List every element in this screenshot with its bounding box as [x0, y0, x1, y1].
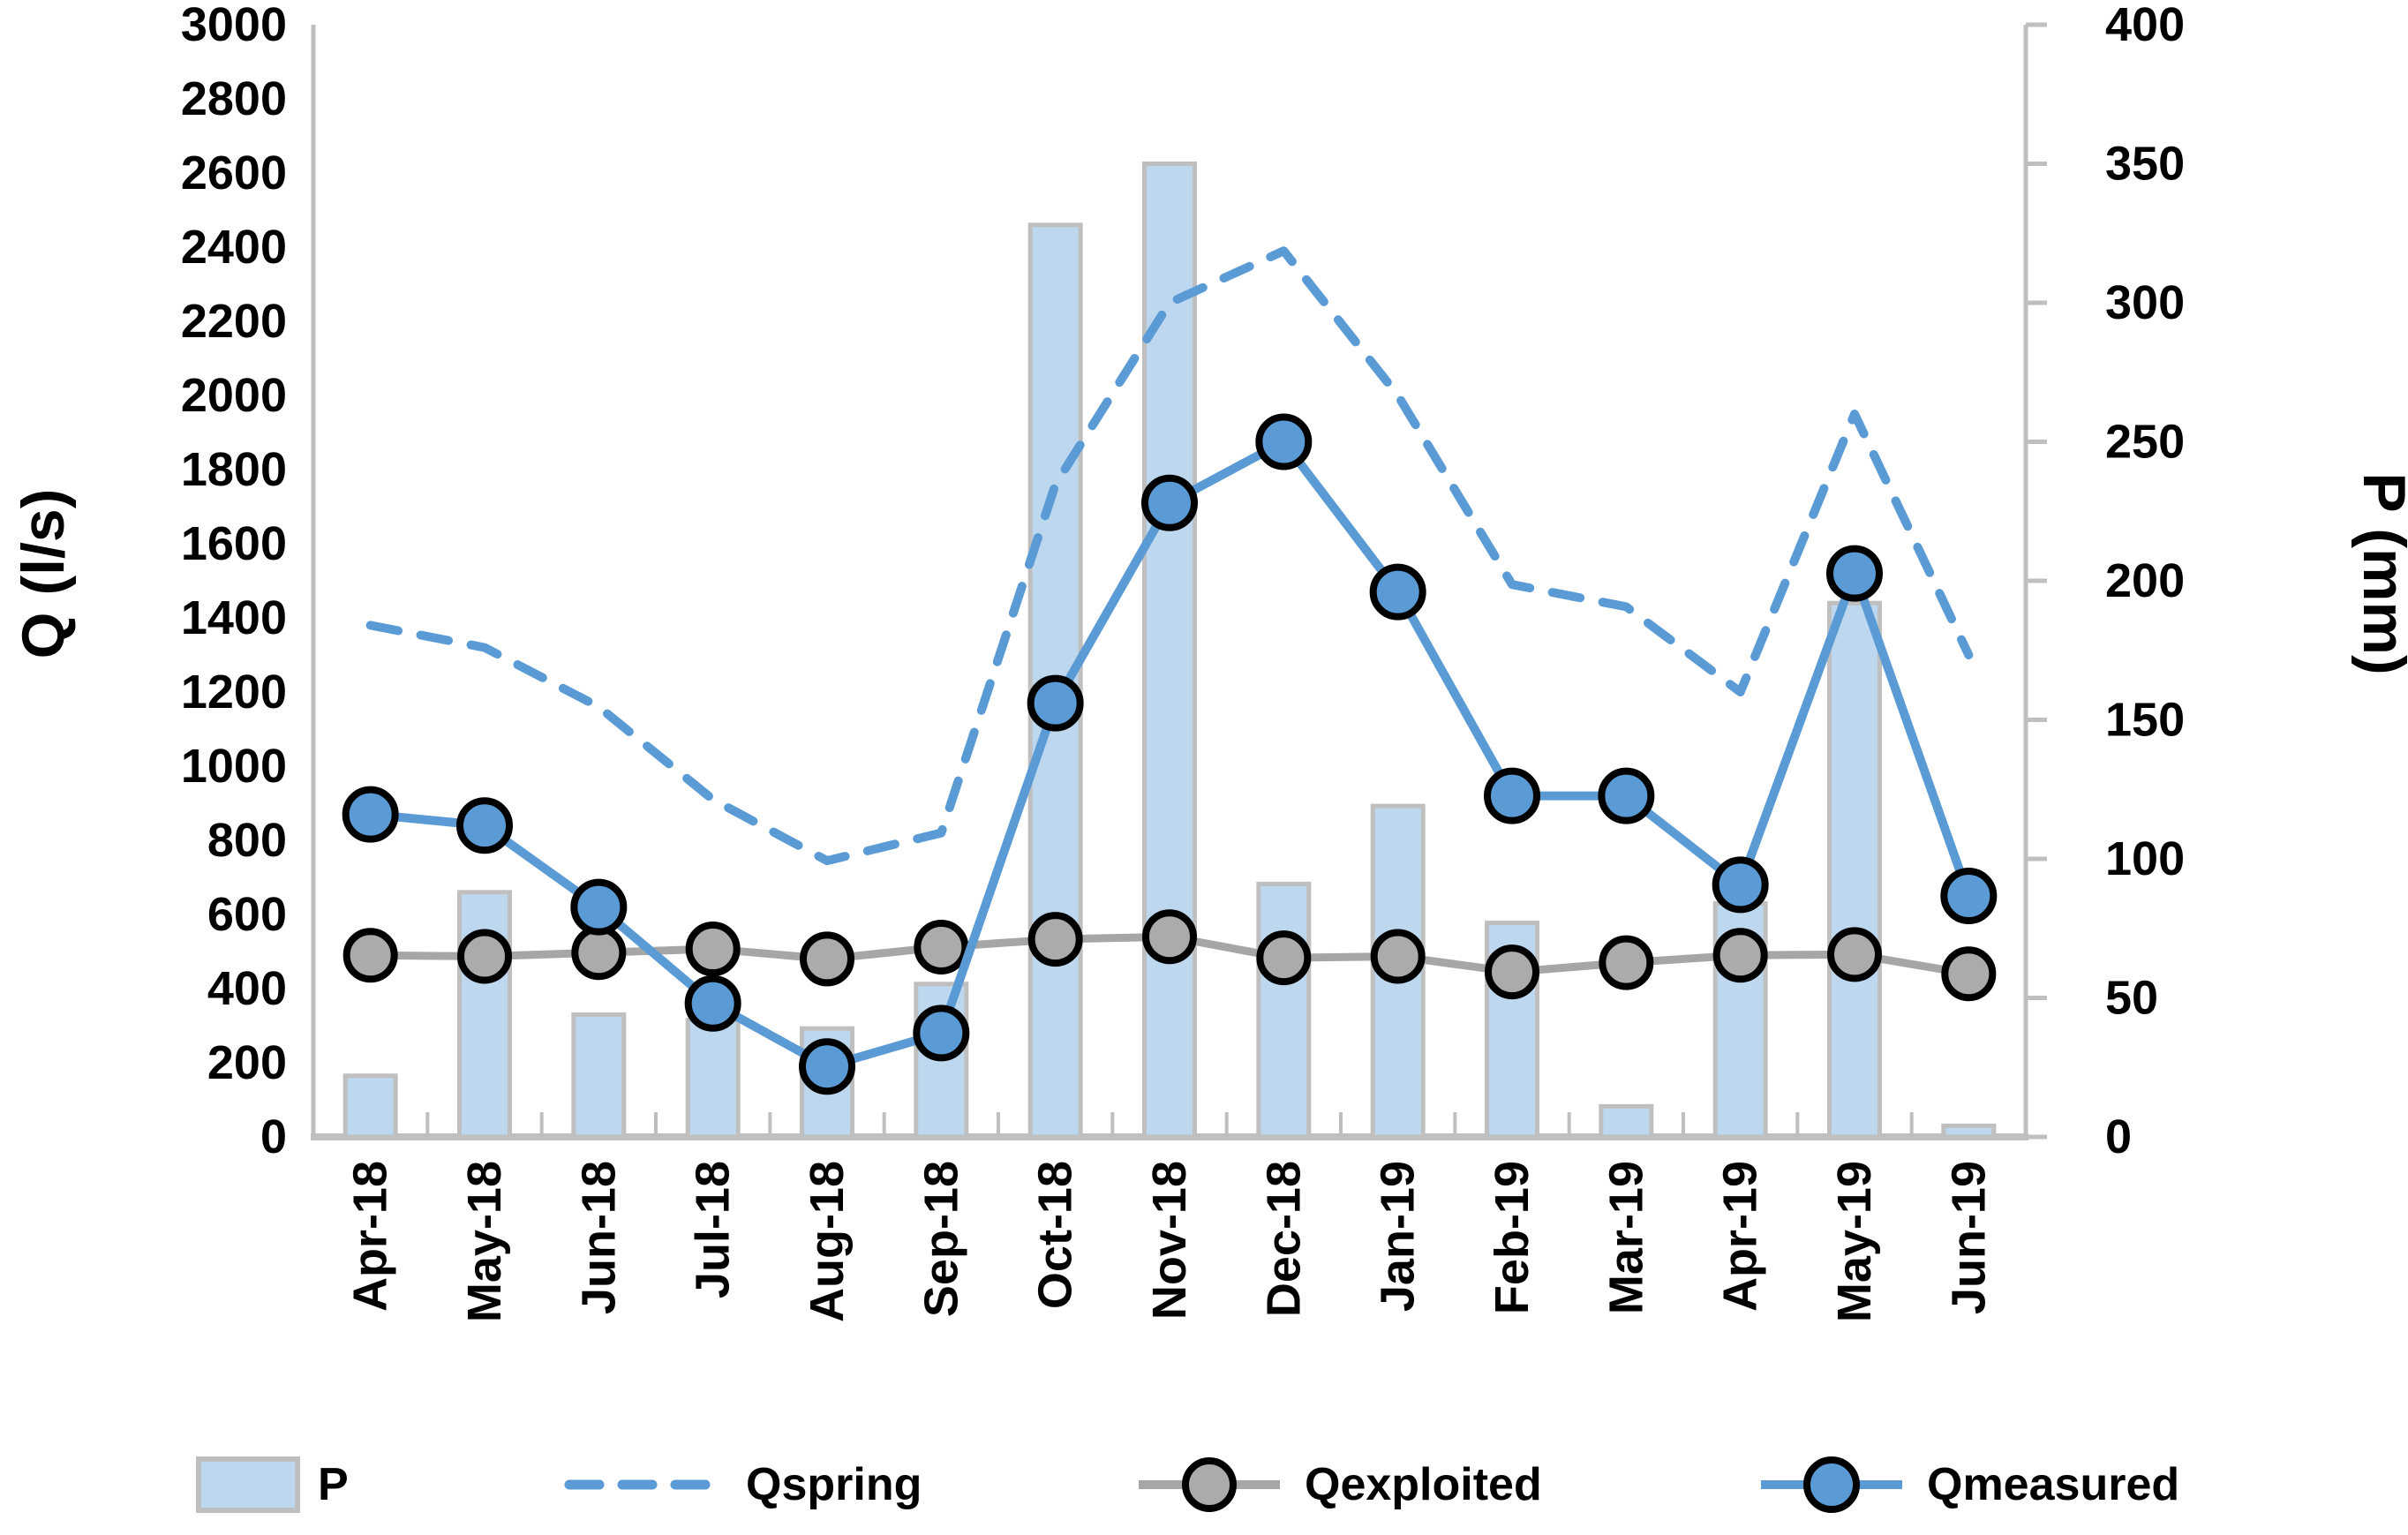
qmeasured-marker-Jun-19 [1940, 868, 1998, 924]
x-axis-category-label: Jul-18 [687, 1161, 740, 1298]
x-axis-category-label: May-18 [458, 1161, 511, 1322]
left-axis-tick-label: 1200 [181, 666, 287, 719]
plot-area: 0200400600800100012001400160018002000220… [181, 0, 2185, 1513]
bar-Dec-18 [1256, 881, 1312, 1140]
qmeasured-marker-May-18 [456, 797, 513, 854]
left-axis-tick-label: 2400 [181, 221, 287, 274]
qmeasured-marker-Mar-19 [1598, 767, 1655, 824]
x-axis-category-label: Sep-18 [914, 1161, 967, 1317]
left-axis-tick-label: 2600 [181, 147, 287, 199]
qmeasured-marker-Jun-18 [570, 878, 628, 936]
legend-label-P: P [318, 1459, 349, 1510]
bar-Nov-18 [1142, 162, 1197, 1140]
bar-Jun-18 [571, 1012, 627, 1140]
qmeasured-marker-Sep-18 [913, 1005, 970, 1062]
right-axis-tick-label: 50 [2105, 972, 2158, 1025]
legend-swatch-P [196, 1456, 300, 1513]
qexploited-marker-Aug-18 [800, 931, 854, 987]
x-axis-category-label: Jun-18 [572, 1161, 625, 1314]
bar-Mar-19 [1599, 1103, 1654, 1140]
qexploited-marker-May-19 [1827, 927, 1882, 982]
qexploited-marker-Dec-18 [1256, 930, 1312, 986]
left-axis-tick-label: 400 [207, 962, 287, 1015]
bar-Jun-19 [1941, 1123, 1997, 1140]
qmeasured-marker-Apr-19 [1712, 856, 1769, 914]
left-axis-tick-label: 3000 [181, 0, 287, 51]
qmeasured-marker-Jan-19 [1369, 563, 1426, 621]
right-axis-tick-label: 150 [2105, 694, 2185, 747]
left-axis-tick-label: 200 [207, 1036, 287, 1089]
right-axis-tick-label: 0 [2105, 1110, 2132, 1163]
right-axis-tick-label: 250 [2105, 416, 2185, 469]
legend-label-qmeasured: Qmeasured [1927, 1459, 2179, 1510]
x-axis-category-label: Nov-18 [1143, 1161, 1196, 1320]
x-axis-category-label: Aug-18 [801, 1161, 854, 1322]
x-axis-category-label: Jan-19 [1372, 1161, 1425, 1312]
qexploited-marker-Apr-18 [342, 928, 398, 983]
qexploited-marker-Jun-18 [571, 925, 627, 981]
qexploited-marker-Sep-18 [914, 919, 969, 974]
qexploited-marker-May-18 [457, 929, 512, 984]
legend: P Qspring Qexploited Qmeasured [196, 1456, 2179, 1513]
left-axis-tick-label: 600 [207, 888, 287, 941]
x-axis-category-label: Oct-18 [1029, 1161, 1082, 1309]
legend-label-qspring: Qspring [746, 1459, 922, 1510]
left-axis-tick-label: 2200 [181, 295, 287, 348]
bar-Apr-18 [342, 1073, 398, 1140]
qexploited-marker-Apr-19 [1712, 928, 1768, 983]
right-axis-tick-label: 300 [2105, 276, 2185, 329]
qmeasured-marker-Aug-18 [799, 1038, 855, 1095]
bar-May-19 [1827, 600, 1882, 1140]
x-axis-category-label: Apr-18 [344, 1161, 397, 1312]
qexploited-marker-Mar-19 [1599, 935, 1654, 990]
left-axis-tick-label: 1400 [181, 591, 287, 644]
qspring-dashed-line [365, 246, 1974, 866]
qmeasured-marker-Dec-18 [1255, 413, 1313, 470]
qexploited-marker-Jun-19 [1941, 946, 1997, 1002]
qexploited-marker-Oct-18 [1027, 912, 1083, 967]
bar-May-18 [457, 890, 512, 1140]
qmeasured-marker-Jul-18 [684, 974, 741, 1032]
qmeasured-marker-Oct-18 [1027, 674, 1084, 732]
left-axis-tick-label: 2800 [181, 72, 287, 125]
right-axis-tick-label: 200 [2105, 554, 2185, 607]
legend-marker-qmeasured [1803, 1456, 1860, 1513]
qmeasured-marker-May-19 [1826, 545, 1883, 602]
x-axis-category-label: Mar-19 [1599, 1161, 1652, 1314]
left-axis-tick-label: 1600 [181, 517, 287, 570]
left-axis-tick-label: 2000 [181, 369, 287, 422]
qmeasured-marker-Apr-18 [342, 786, 399, 843]
x-axis-category-label: Apr-19 [1714, 1161, 1767, 1312]
right-axis-tick-label: 350 [2105, 138, 2185, 191]
left-axis-tick-label: 1800 [181, 443, 287, 496]
left-axis-tick-label: 0 [260, 1110, 287, 1163]
left-axis-tick-label: 1000 [181, 740, 287, 793]
qexploited-marker-Feb-19 [1485, 944, 1539, 1000]
qexploited-marker-Jan-19 [1370, 929, 1426, 984]
qexploited-marker-Nov-18 [1142, 909, 1197, 965]
qexploited-marker-Jul-18 [685, 922, 741, 977]
x-axis-category-label: Jun-19 [1942, 1161, 1995, 1314]
x-axis-category-label: Feb-19 [1486, 1161, 1539, 1314]
right-axis-tick-label: 400 [2105, 0, 2185, 51]
x-axis-category-label: Dec-18 [1257, 1161, 1310, 1317]
legend-label-qexploited: Qexploited [1305, 1459, 1542, 1510]
x-axis-category-label: May-19 [1828, 1161, 1881, 1322]
right-axis-tick-label: 100 [2105, 832, 2185, 885]
right-axis-title: P (mm) [2351, 472, 2408, 674]
left-axis-title: Q (l/s) [10, 489, 77, 659]
bar-Jul-18 [685, 1018, 741, 1140]
legend-marker-qexploited [1182, 1457, 1237, 1512]
left-axis-tick-label: 800 [207, 814, 287, 867]
qmeasured-marker-Nov-18 [1141, 474, 1198, 531]
qmeasured-marker-Feb-19 [1484, 767, 1540, 824]
